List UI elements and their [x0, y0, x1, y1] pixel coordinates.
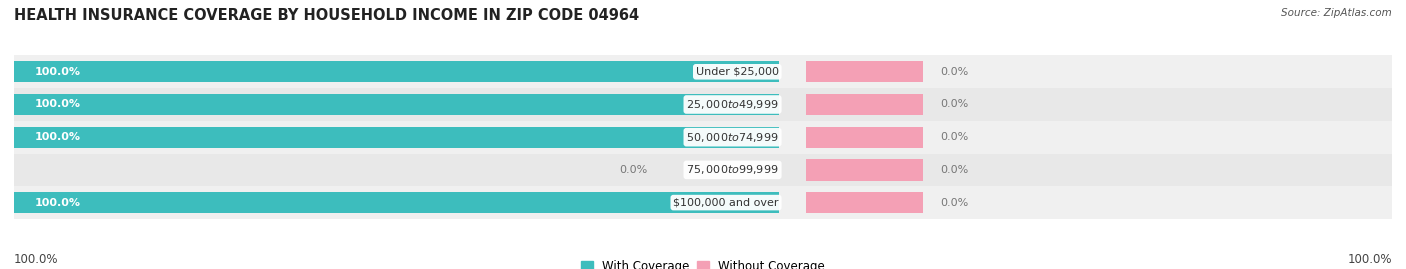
- Text: 0.0%: 0.0%: [620, 165, 648, 175]
- Bar: [14, 154, 1392, 186]
- Text: 100.0%: 100.0%: [35, 132, 80, 142]
- Text: $75,000 to $99,999: $75,000 to $99,999: [686, 163, 779, 176]
- Text: $25,000 to $49,999: $25,000 to $49,999: [686, 98, 779, 111]
- Text: 0.0%: 0.0%: [941, 165, 969, 175]
- Bar: [14, 126, 779, 148]
- Text: 100.0%: 100.0%: [14, 253, 59, 266]
- Text: HEALTH INSURANCE COVERAGE BY HOUSEHOLD INCOME IN ZIP CODE 04964: HEALTH INSURANCE COVERAGE BY HOUSEHOLD I…: [14, 8, 640, 23]
- Text: 100.0%: 100.0%: [35, 67, 80, 77]
- Bar: [14, 55, 1392, 88]
- Text: 100.0%: 100.0%: [1347, 253, 1392, 266]
- Text: Source: ZipAtlas.com: Source: ZipAtlas.com: [1281, 8, 1392, 18]
- Text: $100,000 and over: $100,000 and over: [673, 198, 779, 208]
- Bar: [806, 159, 924, 180]
- Bar: [14, 61, 779, 82]
- Bar: [806, 94, 924, 115]
- Bar: [806, 61, 924, 82]
- Text: 0.0%: 0.0%: [941, 198, 969, 208]
- Text: 100.0%: 100.0%: [35, 100, 80, 109]
- Bar: [14, 121, 1392, 154]
- Text: 0.0%: 0.0%: [941, 67, 969, 77]
- Text: 100.0%: 100.0%: [35, 198, 80, 208]
- Bar: [14, 186, 1392, 219]
- Text: 0.0%: 0.0%: [941, 132, 969, 142]
- Text: Under $25,000: Under $25,000: [696, 67, 779, 77]
- Bar: [14, 94, 779, 115]
- Text: $50,000 to $74,999: $50,000 to $74,999: [686, 131, 779, 144]
- Bar: [14, 88, 1392, 121]
- Bar: [806, 126, 924, 148]
- Bar: [14, 192, 779, 213]
- Legend: With Coverage, Without Coverage: With Coverage, Without Coverage: [581, 260, 825, 269]
- Text: 0.0%: 0.0%: [941, 100, 969, 109]
- Bar: [806, 192, 924, 213]
